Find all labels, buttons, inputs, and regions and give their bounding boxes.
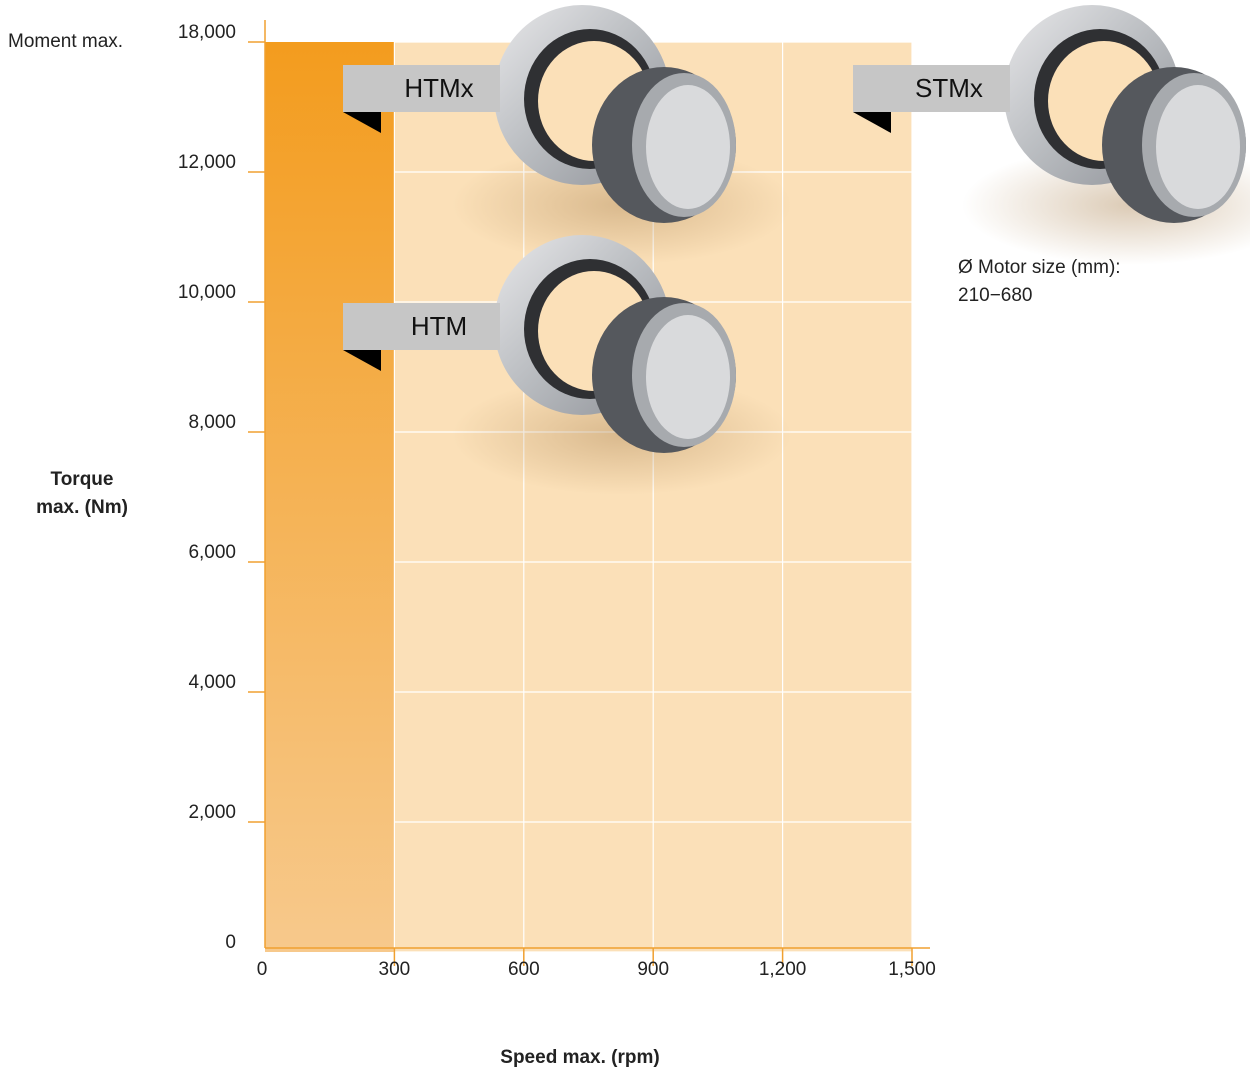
callout-box (343, 303, 500, 350)
x-tick-label: 1,500 (888, 959, 936, 980)
x-label: Speed max. (rpm) (500, 1047, 659, 1068)
y-label: Torque (51, 469, 114, 490)
callout-tail (853, 112, 891, 133)
callout-label: STMx (915, 73, 983, 103)
motor-rotor-hole (1156, 85, 1240, 209)
y-tick-label: 18,000 (178, 22, 236, 43)
y-tick-label: 0 (225, 932, 236, 953)
y-label: max. (Nm) (36, 497, 128, 518)
y-tick-label: 4,000 (188, 672, 236, 693)
callout-box (853, 65, 1010, 112)
callout-tail (343, 350, 381, 371)
callout-label: HTM (411, 311, 467, 341)
y-tick-label: 2,000 (188, 802, 236, 823)
y-tick-label: 6,000 (188, 542, 236, 563)
x-tick-label: 900 (637, 959, 669, 980)
x-tick-label: 600 (508, 959, 540, 980)
callouts: HTMx HTM STMx (343, 65, 1010, 371)
y-label-top: Moment max. (8, 31, 123, 52)
y-tick-label: 12,000 (178, 152, 236, 173)
motor-rotor-hole (646, 315, 730, 439)
x-tick-label: 300 (379, 959, 411, 980)
x-tick-label: 1,200 (759, 959, 807, 980)
region (265, 42, 395, 952)
callout-label: HTMx (404, 73, 473, 103)
callout-box (343, 65, 500, 112)
y-tick-label: 10,000 (178, 282, 236, 303)
y-tick-label: 8,000 (188, 412, 236, 433)
note: Ø Motor size (mm): (958, 257, 1121, 278)
callout-tail (343, 112, 381, 133)
x-tick-label: 0 (257, 959, 268, 980)
note: 210−680 (958, 285, 1033, 306)
decorations (452, 5, 1250, 495)
motor-rotor-hole (646, 85, 730, 209)
